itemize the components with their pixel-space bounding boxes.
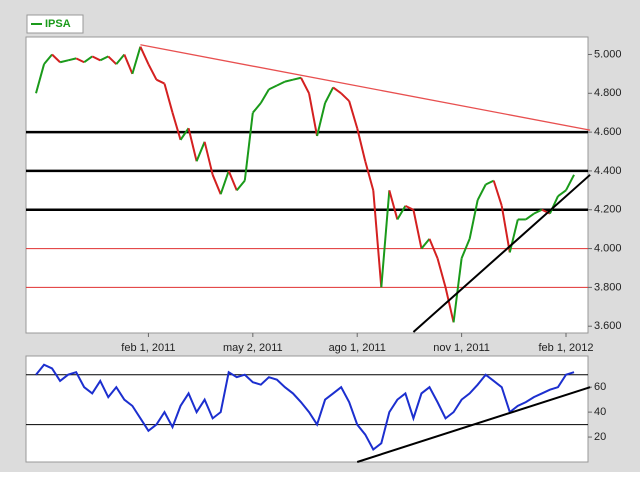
legend-box <box>26 14 84 34</box>
price-segment <box>565 174 575 191</box>
price-segment <box>276 80 286 87</box>
price-segment <box>436 258 447 288</box>
price-segment <box>492 180 503 207</box>
price-segment <box>156 78 165 85</box>
y-tick-label: 60 <box>594 381 606 393</box>
price-segment <box>235 179 246 191</box>
price-segment <box>195 141 206 162</box>
legend-label: IPSA <box>45 18 71 30</box>
price-segment <box>557 189 567 197</box>
price-segment <box>316 102 327 137</box>
y-tick-label: 20 <box>594 431 606 443</box>
price-segment <box>412 209 423 249</box>
price-segment <box>508 219 519 253</box>
price-segment <box>227 170 238 191</box>
price-segment <box>179 127 190 141</box>
price-segment <box>525 212 535 221</box>
price-segment <box>300 77 310 94</box>
x-tick-label: nov 1, 2011 <box>433 342 490 354</box>
price-segment <box>404 204 414 211</box>
trend-line <box>356 386 591 463</box>
price-segment <box>99 55 109 62</box>
price-segment <box>83 55 93 64</box>
price-segment <box>396 205 407 220</box>
price-segment <box>292 76 302 81</box>
price-segment <box>324 87 335 104</box>
price-segment <box>67 57 77 62</box>
price-segment <box>340 92 350 102</box>
price-segment <box>428 238 439 259</box>
y-tick-label: 4.400 <box>594 165 622 177</box>
price-segment <box>460 238 471 259</box>
x-tick-label: may 2, 2011 <box>223 342 283 354</box>
rsi-line <box>35 363 575 452</box>
x-tick-label: feb 1, 2012 <box>538 342 593 354</box>
price-segment <box>388 190 399 220</box>
price-segment <box>468 199 479 240</box>
price-segment <box>187 127 198 162</box>
price-segment <box>75 57 85 64</box>
y-tick-label: 4.800 <box>594 87 622 99</box>
y-tick-label: 5.000 <box>594 48 622 60</box>
price-segment <box>476 184 487 201</box>
price-segment <box>452 258 463 323</box>
price-segment <box>203 141 214 176</box>
price-segment <box>364 160 375 191</box>
x-tick-label: ago 1, 2011 <box>329 342 386 354</box>
price-segment <box>123 54 134 75</box>
price-segment <box>549 195 559 215</box>
price-segment <box>268 84 278 91</box>
price-segment <box>485 179 495 186</box>
price-segment <box>139 46 150 65</box>
price-segment <box>533 208 543 215</box>
price-segment <box>259 88 270 104</box>
price-segment <box>252 102 262 114</box>
price-segment <box>131 46 142 75</box>
price-segment <box>51 53 61 63</box>
price-segment <box>500 205 511 253</box>
y-tick-label: 3.800 <box>594 281 622 293</box>
x-tick-label: feb 1, 2011 <box>121 342 175 354</box>
price-segment <box>243 112 254 181</box>
price-segment <box>171 112 182 141</box>
price-panel <box>25 36 589 334</box>
price-segment <box>444 287 455 323</box>
price-segment <box>348 100 359 129</box>
price-segment <box>380 190 391 288</box>
price-segment <box>115 53 126 65</box>
price-segment <box>147 63 158 81</box>
price-segment <box>356 127 367 162</box>
price-segment <box>219 170 230 195</box>
price-segment <box>59 59 69 64</box>
price-segment <box>372 190 383 288</box>
price-segment <box>107 55 117 65</box>
y-tick-label: 40 <box>594 406 606 418</box>
y-tick-label: 4.200 <box>594 204 622 216</box>
y-tick-label: 3.600 <box>594 320 622 332</box>
price-segment <box>43 53 53 65</box>
price-segment <box>308 93 319 137</box>
price-segment <box>284 78 294 83</box>
y-tick-label: 4.000 <box>594 242 622 254</box>
price-segment <box>91 55 101 62</box>
price-segment <box>211 174 222 195</box>
price-segment <box>420 238 431 250</box>
price-segment <box>35 63 45 94</box>
price-segment <box>332 86 342 95</box>
y-tick-label: 4.600 <box>594 126 622 138</box>
trend-line <box>412 174 591 333</box>
price-segment <box>163 83 174 113</box>
trend-line <box>140 44 591 131</box>
